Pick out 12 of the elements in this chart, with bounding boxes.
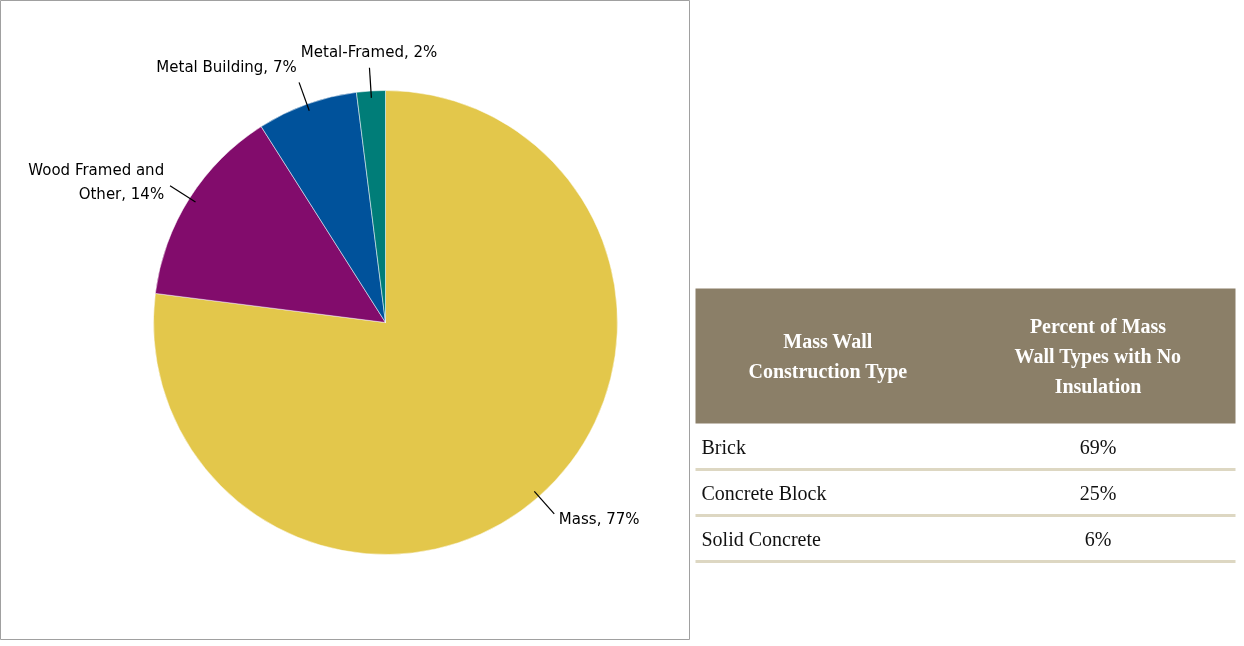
slice-label: Wood Framed and Other, 14%: [28, 161, 165, 203]
category-label: Brick: [701, 435, 746, 458]
text: Mass Wall Construction Type: [748, 330, 908, 383]
category-label: Concrete Block: [701, 481, 827, 504]
slice-label: Mass, 77%: [558, 510, 640, 529]
text: 25%: [1079, 481, 1117, 504]
category-label: Solid Concrete: [701, 527, 822, 550]
text: 6%: [1084, 527, 1112, 550]
text: 69%: [1079, 435, 1117, 458]
text: Percent of Mass Wall Types with No Insulation: [1014, 315, 1182, 397]
slice-label: Metal Building, 7%: [156, 57, 297, 76]
slice-label: Metal-Framed, 2%: [300, 42, 438, 61]
